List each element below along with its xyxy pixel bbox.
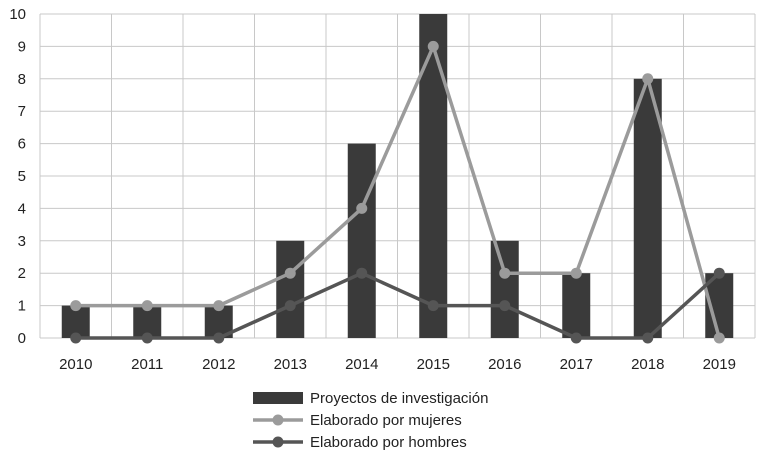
point bbox=[284, 300, 296, 312]
point bbox=[356, 202, 368, 214]
point bbox=[642, 332, 654, 344]
point bbox=[141, 300, 153, 312]
point bbox=[356, 267, 368, 279]
point bbox=[213, 300, 225, 312]
x-tick-label: 2019 bbox=[703, 356, 736, 373]
y-tick-label: 3 bbox=[18, 233, 26, 250]
series-line bbox=[75, 271, 721, 340]
y-tick-label: 8 bbox=[18, 71, 26, 88]
point bbox=[642, 73, 654, 85]
bar bbox=[490, 240, 519, 338]
y-tick-label: 7 bbox=[18, 103, 26, 120]
x-tick-label: 2010 bbox=[59, 356, 92, 373]
y-tick-label: 0 bbox=[18, 330, 26, 347]
bar bbox=[347, 143, 376, 338]
bar bbox=[276, 240, 305, 338]
point bbox=[141, 332, 153, 344]
x-tick-label: 2017 bbox=[560, 356, 593, 373]
legend: Proyectos de investigación Elaborado por … bbox=[253, 390, 488, 451]
point bbox=[499, 300, 511, 312]
y-tick-label: 5 bbox=[18, 168, 26, 185]
y-tick-label: 10 bbox=[9, 6, 26, 23]
bar bbox=[633, 78, 662, 339]
x-tick-label: 2015 bbox=[417, 356, 450, 373]
y-tick-label: 9 bbox=[18, 38, 26, 55]
bar bbox=[419, 14, 448, 338]
legend-label: Elaborado por hombres bbox=[310, 434, 467, 451]
y-axis-ticks: 0 1 2 3 4 5 6 7 8 9 10 bbox=[9, 6, 26, 347]
legend-swatch-marker bbox=[272, 436, 284, 448]
legend-label: Elaborado por mujeres bbox=[310, 412, 462, 429]
y-tick-label: 1 bbox=[18, 298, 26, 315]
x-axis-ticks: 2010 2011 2012 2013 2014 2015 2016 2017 2018 2019 bbox=[59, 356, 736, 373]
x-tick-label: 2016 bbox=[488, 356, 521, 373]
point bbox=[213, 332, 225, 344]
point bbox=[570, 332, 582, 344]
y-tick-label: 4 bbox=[18, 200, 26, 217]
point bbox=[284, 267, 296, 279]
point bbox=[713, 332, 725, 344]
legend-swatch-marker bbox=[272, 414, 284, 426]
x-tick-label: 2012 bbox=[202, 356, 235, 373]
legend-swatch-bar bbox=[253, 392, 303, 404]
y-tick-label: 2 bbox=[18, 265, 26, 282]
x-tick-label: 2018 bbox=[631, 356, 664, 373]
point bbox=[570, 267, 582, 279]
lines bbox=[70, 40, 725, 344]
point bbox=[499, 267, 511, 279]
legend-label: Proyectos de investigación bbox=[310, 390, 488, 407]
point bbox=[427, 300, 439, 312]
bar bbox=[562, 273, 591, 338]
x-tick-label: 2011 bbox=[131, 356, 163, 373]
point bbox=[427, 40, 439, 52]
point bbox=[713, 267, 725, 279]
point bbox=[70, 300, 82, 312]
x-tick-label: 2014 bbox=[345, 356, 378, 373]
x-tick-label: 2013 bbox=[274, 356, 307, 373]
bars bbox=[61, 14, 734, 339]
y-tick-label: 6 bbox=[18, 136, 26, 153]
grid bbox=[39, 13, 756, 339]
series-line bbox=[75, 44, 721, 339]
point bbox=[70, 332, 82, 344]
